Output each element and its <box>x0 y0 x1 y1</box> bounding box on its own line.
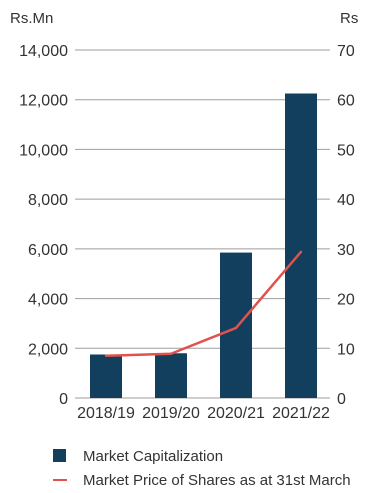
right-tick-label: 40 <box>337 192 355 209</box>
bar-series <box>90 93 317 398</box>
x-tick-label: 2019/20 <box>142 405 200 422</box>
bar <box>285 93 317 398</box>
line-point <box>104 354 108 357</box>
legend-label-bar: Market Capitalization <box>83 448 223 465</box>
x-axis-ticks: 2018/19 2019/20 2020/21 2021/22 <box>77 405 330 422</box>
line-point <box>169 352 173 355</box>
left-tick-label: 10,000 <box>19 142 68 159</box>
series-line <box>105 251 302 357</box>
bar <box>220 252 252 398</box>
left-tick-label: 14,000 <box>19 43 68 60</box>
right-tick-label: 60 <box>337 93 355 110</box>
bar <box>90 354 122 398</box>
left-axis-ticks: 0 2,000 4,000 6,000 8,000 10,000 12,000 14,000 <box>19 43 68 408</box>
right-tick-label: 0 <box>337 391 346 408</box>
left-tick-label: 0 <box>59 391 68 408</box>
left-tick-label: 4,000 <box>28 292 68 309</box>
legend: Market Capitalization Market Price of Sh… <box>53 448 351 489</box>
x-tick-label: 2021/22 <box>272 405 330 422</box>
right-axis-ticks: 0 10 20 30 40 50 60 70 <box>337 43 355 408</box>
line-series <box>104 250 303 357</box>
line-point <box>234 326 238 330</box>
right-tick-label: 50 <box>337 142 355 159</box>
left-tick-label: 12,000 <box>19 93 68 110</box>
legend-label-line: Market Price of Shares as at 31st March <box>83 472 351 489</box>
right-tick-label: 20 <box>337 292 355 309</box>
left-axis-unit: Rs.Mn <box>10 10 53 27</box>
legend-swatch-bar <box>53 449 66 462</box>
left-tick-label: 8,000 <box>28 192 68 209</box>
gridlines <box>75 49 330 399</box>
left-tick-label: 6,000 <box>28 242 68 259</box>
bar <box>155 353 187 398</box>
right-tick-label: 30 <box>337 242 355 259</box>
right-axis-unit: Rs <box>340 10 358 27</box>
left-tick-label: 2,000 <box>28 341 68 358</box>
right-tick-label: 10 <box>337 341 355 358</box>
right-tick-label: 70 <box>337 43 355 60</box>
x-tick-label: 2018/19 <box>77 405 135 422</box>
x-tick-label: 2020/21 <box>207 405 265 422</box>
line-point <box>299 250 303 254</box>
